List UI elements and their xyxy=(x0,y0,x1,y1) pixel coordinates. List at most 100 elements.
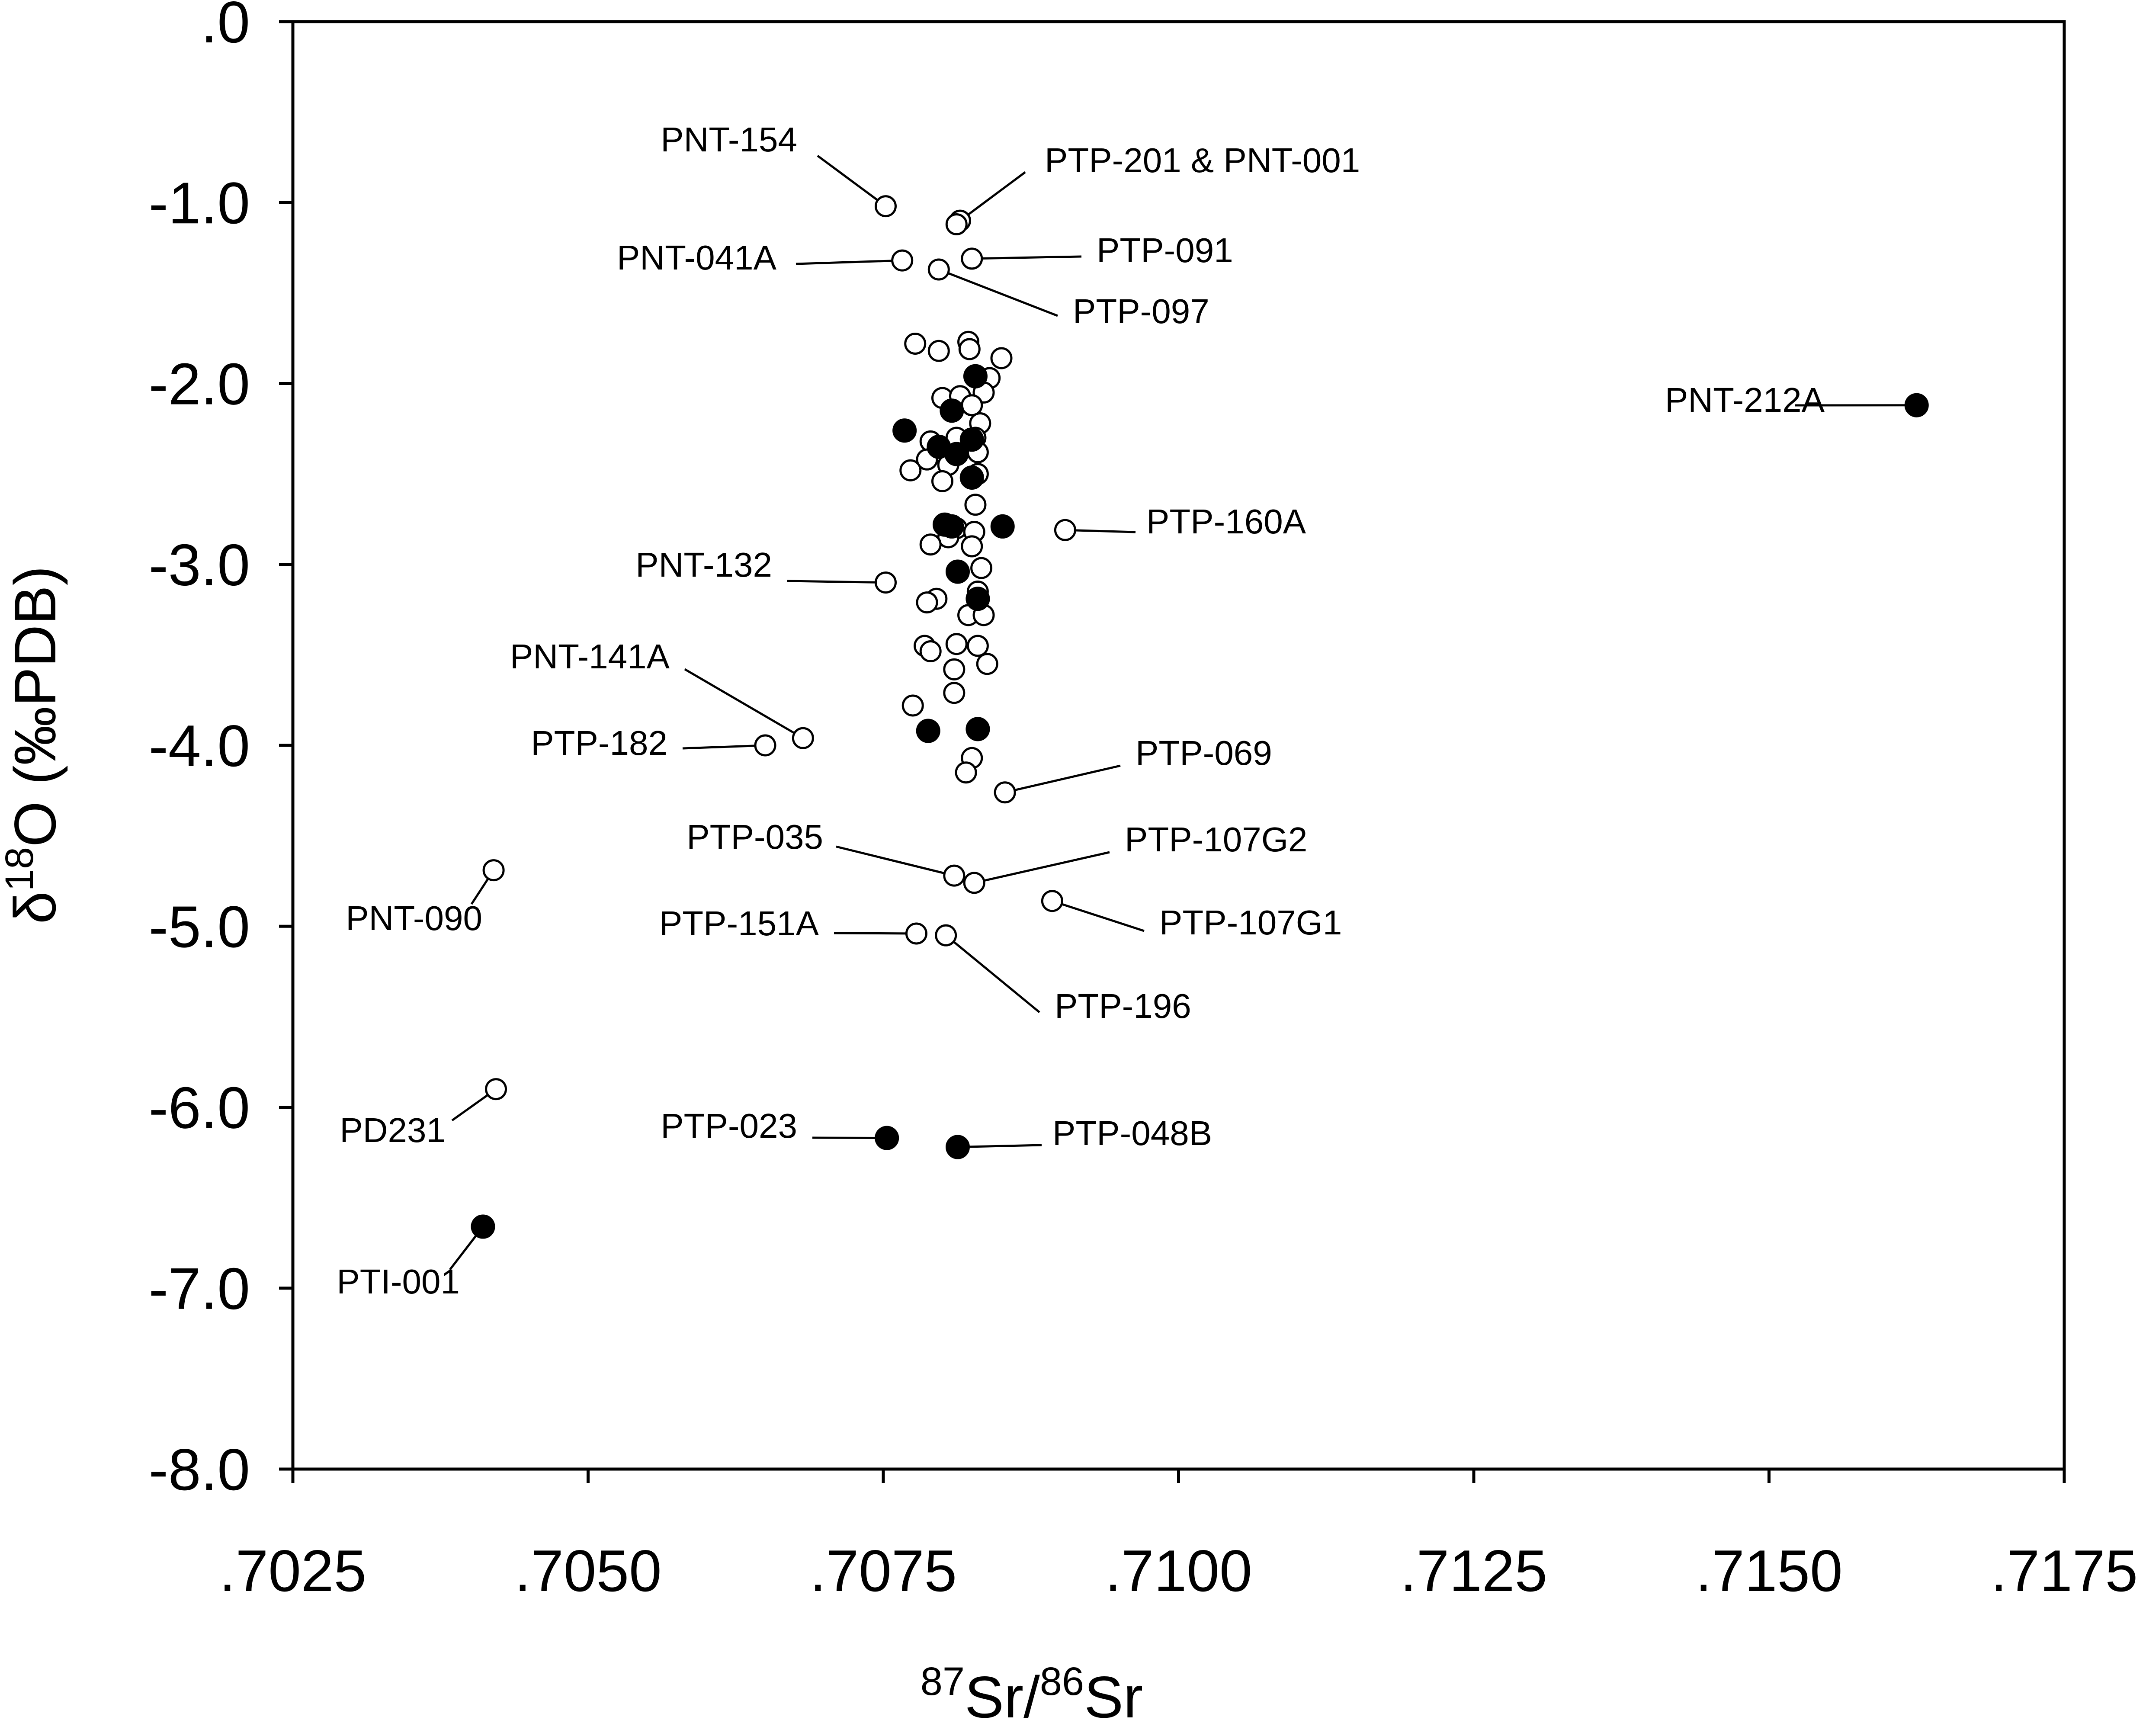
open-data-point xyxy=(876,573,895,593)
open-data-point xyxy=(917,593,937,613)
leader-line xyxy=(946,935,1039,1012)
x-axis-title-main1: Sr/ xyxy=(965,1664,1040,1730)
leader-line xyxy=(939,270,1058,316)
open-data-point xyxy=(921,642,940,661)
y-axis-title: δ18O (‰PDB) xyxy=(0,566,68,924)
open-data-point xyxy=(991,348,1011,368)
point-label: PTP-069 xyxy=(1136,734,1272,772)
leader-line xyxy=(683,745,765,748)
x-axis-title-sup1: 87 xyxy=(921,1659,965,1704)
open-data-point xyxy=(962,536,982,556)
point-label: PTP-035 xyxy=(686,818,823,856)
filled-data-point xyxy=(876,1127,898,1149)
point-label: PTP-048B xyxy=(1052,1114,1212,1152)
x-tick-label: .7150 xyxy=(1695,1538,1842,1604)
point-label: PTP-091 xyxy=(1097,231,1233,270)
open-data-point xyxy=(956,763,976,783)
open-data-point xyxy=(484,860,504,880)
leader-line xyxy=(836,847,954,876)
y-tick-label: -5.0 xyxy=(149,894,250,959)
open-data-point xyxy=(486,1079,506,1099)
x-tick-label: .7175 xyxy=(1991,1538,2138,1604)
open-data-point xyxy=(966,495,985,515)
y-tick-label: -3.0 xyxy=(149,532,250,598)
y-tick-label: -8.0 xyxy=(149,1437,250,1502)
filled-data-point xyxy=(940,515,963,538)
data-points xyxy=(472,196,1928,1238)
filled-data-point xyxy=(1905,394,1928,417)
filled-data-point xyxy=(966,718,989,740)
y-tick-label: -4.0 xyxy=(149,713,250,779)
open-data-point xyxy=(876,196,895,216)
y-tick-label: -7.0 xyxy=(149,1256,250,1322)
filled-data-point xyxy=(991,515,1014,538)
filled-data-point xyxy=(961,466,983,489)
x-tick-label: .7025 xyxy=(219,1538,366,1604)
filled-data-point xyxy=(946,560,969,583)
open-data-point xyxy=(972,558,991,578)
point-label: PTP-023 xyxy=(661,1107,797,1145)
open-data-point xyxy=(905,334,925,353)
point-label: PNT-212A xyxy=(1665,381,1825,419)
filled-data-point xyxy=(964,365,987,388)
open-data-point xyxy=(995,783,1015,802)
filled-data-point xyxy=(961,428,983,451)
open-data-point xyxy=(1042,891,1062,911)
point-label: PNT-141A xyxy=(510,637,670,676)
y-axis-title-delta: δ xyxy=(2,891,68,924)
x-axis-title-main2: Sr xyxy=(1084,1664,1143,1730)
open-data-point xyxy=(946,634,966,654)
point-label: PTP-151A xyxy=(659,904,819,943)
point-label: PTP-196 xyxy=(1055,987,1191,1025)
leader-line xyxy=(1005,766,1120,793)
point-label: PTP-107G2 xyxy=(1125,820,1307,859)
y-tick-label: -2.0 xyxy=(149,351,250,417)
open-data-point xyxy=(929,260,949,279)
leader-line xyxy=(787,581,885,583)
y-tick-label: -6.0 xyxy=(149,1075,250,1141)
filled-data-point xyxy=(966,587,989,610)
open-data-point xyxy=(944,683,964,703)
leader-line xyxy=(960,172,1025,221)
open-data-point xyxy=(962,249,982,269)
x-tick-label: .7100 xyxy=(1105,1538,1252,1604)
point-label: PTP-160A xyxy=(1146,502,1306,541)
x-axis: .7025 .7050 .7075 .7100 .7125 .7150 .7175 xyxy=(219,1469,2138,1604)
y-axis-title-main: O (‰PDB) xyxy=(2,566,68,847)
point-label: PTP-097 xyxy=(1073,292,1209,331)
open-data-point xyxy=(906,924,926,943)
y-axis: .0 -1.0 -2.0 -3.0 -4.0 -5.0 -6.0 -7.0 -8.0 xyxy=(149,0,293,1502)
open-data-point xyxy=(901,460,921,480)
x-tick-label: .7075 xyxy=(810,1538,957,1604)
y-tick-label: .0 xyxy=(201,0,250,55)
point-label: PTP-201 & PNT-001 xyxy=(1045,141,1360,180)
open-data-point xyxy=(936,925,956,945)
leader-line xyxy=(972,257,1081,259)
point-label: PNT-154 xyxy=(661,120,797,159)
leader-line xyxy=(974,852,1110,883)
open-data-point xyxy=(1055,520,1075,540)
open-data-point xyxy=(977,654,997,674)
open-data-point xyxy=(921,535,940,555)
filled-data-point xyxy=(472,1216,494,1238)
point-label: PTP-107G1 xyxy=(1159,903,1342,942)
filled-data-point xyxy=(917,720,940,742)
leader-line xyxy=(1052,901,1144,931)
x-tick-label: .7125 xyxy=(1400,1538,1547,1604)
point-label: PNT-090 xyxy=(346,899,482,937)
open-data-point xyxy=(892,250,912,270)
open-data-point xyxy=(755,735,775,755)
filled-data-point xyxy=(946,1136,969,1158)
y-axis-title-sup: 18 xyxy=(0,847,42,891)
open-data-point xyxy=(944,659,964,679)
open-data-point xyxy=(946,214,966,234)
y-tick-label: -1.0 xyxy=(149,170,250,236)
x-tick-label: .7050 xyxy=(514,1538,661,1604)
leader-line xyxy=(958,1145,1042,1147)
open-data-point xyxy=(944,866,964,886)
open-data-point xyxy=(964,873,984,893)
filled-data-point xyxy=(893,419,916,442)
